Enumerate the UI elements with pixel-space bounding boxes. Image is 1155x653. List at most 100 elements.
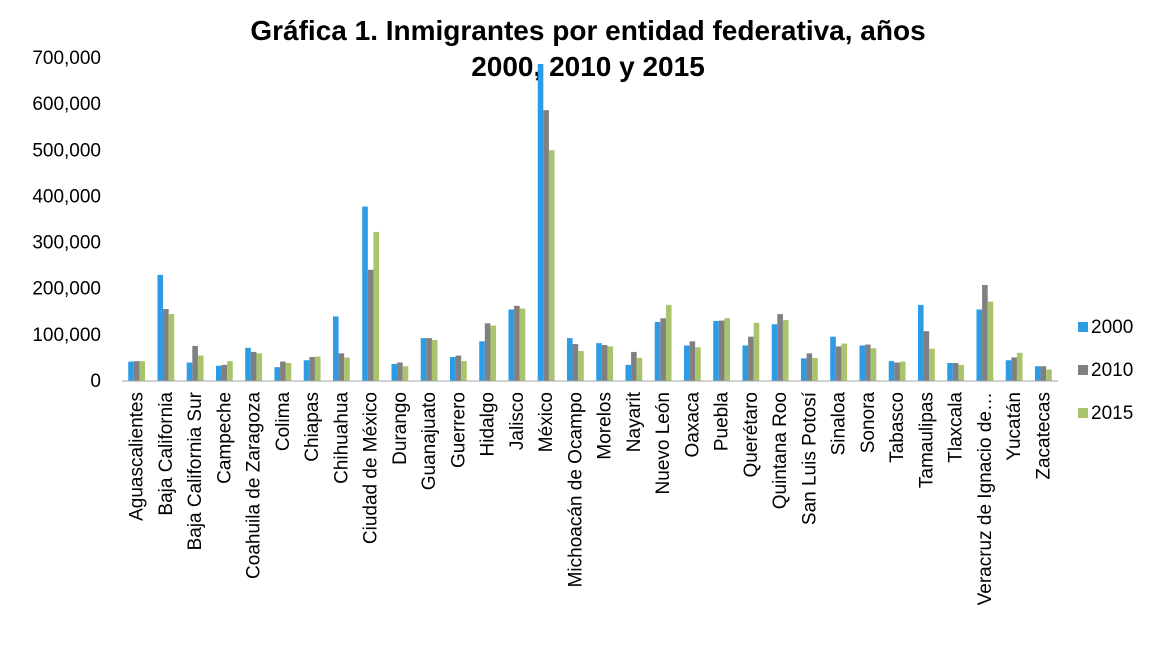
x-category-label: Aguascalientes — [127, 392, 148, 521]
bar-2000 — [625, 364, 632, 381]
x-category-label: Zacatecas — [1033, 392, 1054, 480]
bar-2015 — [344, 357, 350, 381]
bar-2015 — [548, 150, 555, 381]
x-category-label: Colima — [273, 392, 294, 452]
bar-2015 — [1016, 352, 1023, 381]
y-axis: 0 100,000 200,000 300,000 400,000 500,000 600,… — [32, 48, 101, 392]
bar-2000 — [947, 363, 953, 381]
bar-2000 — [566, 338, 573, 381]
bar-2010 — [309, 357, 315, 381]
bar-2015 — [519, 308, 526, 381]
bar-2015 — [870, 348, 877, 381]
bar-2000 — [479, 341, 485, 381]
x-category-label: Tamaulipas — [916, 392, 937, 488]
bar-2000 — [157, 274, 164, 381]
bar-2010 — [777, 314, 783, 381]
bar-2000 — [771, 324, 778, 381]
bar-2010 — [806, 353, 813, 381]
x-category-label: Sinaloa — [829, 392, 850, 456]
bar-2015 — [958, 364, 965, 381]
y-tick-label: 200,000 — [32, 279, 101, 300]
bar-2015 — [256, 353, 263, 381]
bar-2000 — [332, 316, 339, 381]
bar-2015 — [139, 361, 146, 381]
legend-label-2000: 2000 — [1091, 317, 1133, 338]
bar-2000 — [449, 357, 456, 381]
bar-2010 — [601, 345, 608, 381]
chart-title-line-1: Gráfica 1. Inmigrantes por entidad feder… — [250, 15, 925, 46]
x-category-label: Durango — [390, 392, 411, 465]
bar-2000 — [128, 361, 134, 381]
x-category-label: Oaxaca — [682, 392, 703, 458]
bar-2000 — [713, 321, 719, 381]
bar-2010 — [543, 110, 549, 381]
bar-2000 — [800, 358, 807, 381]
bar-2010 — [455, 355, 462, 381]
bar-2015 — [929, 348, 935, 381]
bar-2015 — [314, 356, 321, 381]
x-category-label: Veracruz de Ignacio de… — [975, 392, 996, 605]
x-category-label: Baja California Sur — [185, 391, 206, 550]
bar-2010 — [718, 320, 725, 381]
x-category-label: México — [536, 392, 557, 452]
bar-2010 — [250, 351, 257, 381]
bar-2010 — [660, 318, 666, 381]
bar-2000 — [830, 336, 836, 381]
bars-group — [128, 64, 1052, 381]
x-category-label: Quintana Roo — [770, 392, 791, 509]
x-category-label: San Luis Potosí — [799, 391, 820, 525]
y-tick-label: 100,000 — [32, 325, 101, 346]
bar-2015 — [1046, 369, 1052, 381]
bar-2015 — [285, 363, 292, 381]
x-category-label: Nuevo León — [653, 392, 674, 494]
legend: 2000 2010 2015 — [1078, 317, 1133, 424]
bar-2000 — [976, 309, 983, 381]
x-category-label: Morelos — [595, 392, 616, 460]
bar-2000 — [391, 363, 398, 381]
bar-2010 — [865, 344, 871, 381]
bar-2000 — [917, 304, 924, 381]
bar-2015 — [665, 304, 672, 381]
y-tick-label: 700,000 — [32, 48, 101, 69]
bar-2010 — [221, 364, 228, 381]
bar-2010 — [1040, 366, 1047, 381]
bar-2000 — [186, 362, 193, 381]
y-tick-label: 300,000 — [32, 233, 101, 254]
bar-2010 — [338, 353, 345, 381]
legend-label-2015: 2015 — [1091, 403, 1133, 424]
bar-2015 — [578, 351, 584, 381]
bar-2015 — [168, 314, 175, 381]
bar-2010 — [484, 323, 491, 381]
bar-2010 — [748, 336, 754, 381]
legend-swatch-2015 — [1078, 408, 1088, 418]
bar-2015 — [373, 231, 380, 381]
legend-swatch-2010 — [1078, 365, 1088, 375]
y-tick-label: 500,000 — [32, 140, 101, 161]
bar-2015 — [695, 347, 701, 381]
bar-2000 — [215, 365, 222, 381]
bar-2000 — [420, 338, 427, 381]
y-tick-label: 600,000 — [32, 94, 101, 115]
x-category-label: Baja California — [156, 392, 177, 516]
bar-2015 — [724, 318, 731, 381]
bar-2010 — [982, 285, 988, 381]
bar-2000 — [508, 309, 515, 381]
bar-2000 — [362, 206, 368, 381]
bar-2015 — [461, 361, 467, 381]
bar-2010 — [133, 361, 140, 381]
bar-2000 — [245, 347, 251, 381]
x-category-label: Coahuila de Zaragoza — [244, 392, 265, 579]
bar-2010 — [689, 341, 696, 381]
bar-2010 — [1011, 357, 1017, 381]
x-category-label: Guerrero — [448, 392, 469, 468]
x-category-label: Tabasco — [887, 392, 908, 463]
bar-2000 — [303, 360, 310, 381]
x-category-label: Nayarit — [624, 391, 645, 452]
bar-2010 — [280, 361, 286, 381]
bar-2000 — [859, 345, 866, 381]
x-category-label: Puebla — [712, 392, 733, 452]
legend-swatch-2000 — [1078, 322, 1088, 332]
bar-2010 — [835, 346, 842, 381]
